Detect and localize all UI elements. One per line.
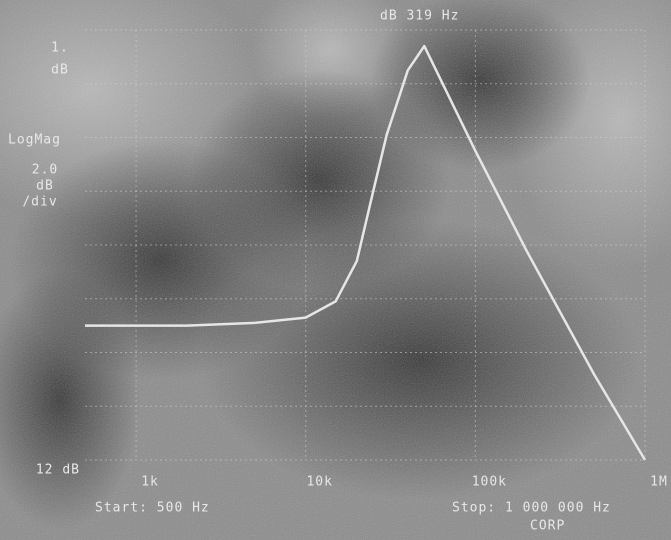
x-tick-label: 1M (650, 475, 668, 490)
noise (0, 0, 671, 540)
screen: dB 319 Hz 1. dB LogMag 2.0 dB /div Start… (0, 0, 671, 540)
marker-readout: dB 319 Hz (380, 9, 459, 24)
x-tick-label: 1k (141, 475, 159, 490)
footer: CORP (530, 519, 565, 534)
scale-per: /div (22, 195, 57, 210)
start-label: Start: 500 Hz (95, 501, 210, 516)
stop-label: Stop: 1 000 000 Hz (452, 501, 611, 516)
ref-unit: dB (51, 63, 69, 78)
scale-unit: dB (36, 179, 54, 194)
scale-value: 2.0 (32, 163, 58, 178)
y-tick-label: 12 dB (36, 463, 80, 478)
x-tick-label: 10k (306, 475, 332, 490)
x-tick-label: 100k (472, 475, 507, 490)
page: {"chart_data": {"type": "line", "marker_… (0, 0, 671, 540)
ref-value: 1. (51, 41, 69, 56)
format: LogMag (8, 133, 61, 148)
